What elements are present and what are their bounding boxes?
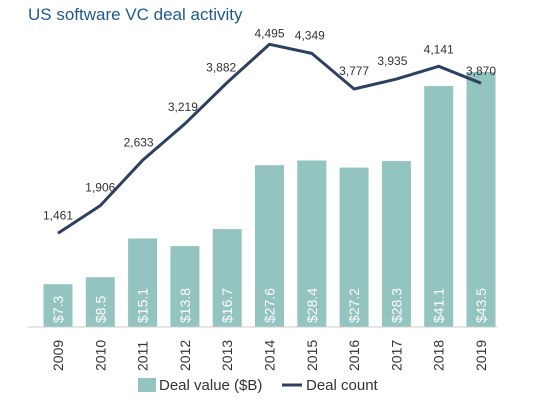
bar-2017 [381, 161, 411, 327]
deal-count-label-2019: 3,870 [466, 64, 496, 78]
legend-label-deal-count: Deal count [306, 377, 379, 394]
bar-value-label-2015: $28.4 [304, 288, 320, 323]
bar-value-label-2016: $27.2 [346, 288, 362, 323]
x-tick-2016: 2016 [346, 340, 362, 371]
bar-2012 [170, 246, 200, 327]
bar-2014 [255, 165, 284, 327]
bar-series [43, 72, 496, 327]
bar-value-label-2012: $13.8 [177, 288, 193, 323]
x-tick-2015: 2015 [304, 340, 320, 371]
x-tick-2012: 2012 [177, 340, 193, 371]
legend-swatch-deal-value [138, 378, 156, 392]
bar-value-label-2013: $16.7 [219, 288, 235, 323]
bar-value-label-2011: $15.1 [135, 288, 151, 323]
bar-2019 [466, 72, 496, 327]
deal-count-label-2015: 4,349 [295, 28, 325, 42]
legend-label-deal-value: Deal value ($B) [159, 377, 262, 394]
bar-value-label-2018: $41.1 [431, 288, 447, 323]
bar-value-label-2019: $43.5 [473, 288, 489, 323]
deal-count-label-2013: 3,882 [206, 61, 236, 75]
x-tick-2010: 2010 [92, 340, 108, 371]
x-tick-2017: 2017 [388, 340, 404, 371]
deal-count-label-2009: 1,461 [43, 208, 73, 222]
x-tick-2018: 2018 [431, 340, 447, 371]
bar-2015 [297, 160, 327, 327]
x-tick-2013: 2013 [219, 340, 235, 371]
bar-2013 [212, 229, 242, 327]
bar-value-label-2009: $7.3 [50, 296, 66, 323]
x-tick-2011: 2011 [135, 341, 151, 371]
bar-value-label-2017: $28.3 [388, 288, 404, 323]
bar-2018 [424, 86, 454, 327]
bar-2009 [43, 284, 73, 327]
deal-count-label-2010: 1,906 [85, 181, 115, 195]
deal-count-label-2011: 2,633 [124, 135, 154, 149]
bar-2016 [339, 167, 369, 327]
deal-count-label-2018: 4,141 [424, 42, 454, 56]
deal-count-label-2012: 3,219 [168, 100, 198, 114]
x-tick-2014: 2014 [262, 340, 278, 371]
bar-value-labels: $7.3 $8.5 $15.1 $13.8 $16.7 $27.6 $28.4 $27.2 $2… [50, 288, 489, 323]
x-tick-2019: 2019 [473, 340, 489, 371]
bar-2010 [85, 277, 115, 327]
deal-count-label-2016: 3,777 [339, 64, 369, 78]
bar-value-label-2010: $8.5 [92, 296, 108, 323]
chart-title: US software VC deal activity [28, 5, 243, 24]
deal-count-label-2017: 3,935 [377, 54, 407, 68]
legend: Deal value ($B) Deal count [138, 377, 379, 394]
deal-count-label-2014: 4,495 [254, 26, 284, 40]
deal-count-line [57, 42, 482, 235]
bar-value-label-2014: $27.6 [262, 288, 278, 323]
x-tick-2009: 2009 [50, 340, 66, 371]
x-axis-tick-labels: 2009 2010 2011 2012 2013 2014 2015 2016 2017 2018… [50, 340, 489, 371]
deal-count-labels: 1,461 1,906 2,633 3,219 3,882 4,495 4,349 3,777… [43, 26, 496, 222]
bar-2011 [128, 238, 158, 327]
